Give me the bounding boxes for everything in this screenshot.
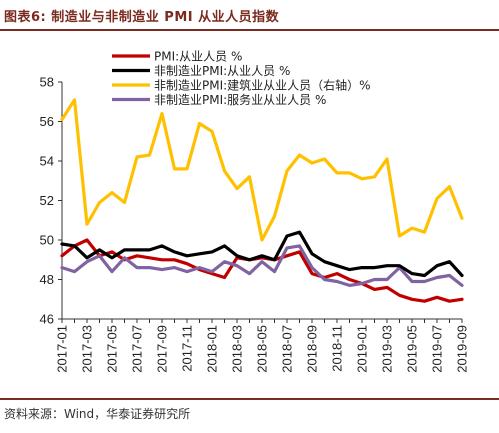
x-tick-label: 2017-11 — [180, 325, 195, 372]
source-divider — [0, 398, 499, 400]
legend-label-3: 非制造业PMI:服务业从业人员 % — [154, 92, 326, 107]
x-tick-label: 2019-09 — [455, 325, 470, 373]
series-line-2 — [60, 98, 464, 242]
series-lines — [60, 98, 464, 303]
y-tick-label: 58 — [40, 75, 54, 90]
legend-label-2: 非制造业PMI:建筑业从业人员（右轴）% — [154, 78, 371, 93]
x-tick-label: 2018-07 — [280, 325, 295, 373]
x-tick-label: 2018-01 — [205, 325, 220, 373]
x-tick-label: 2017-07 — [130, 325, 145, 373]
x-tick-label: 2017-05 — [105, 325, 120, 373]
x-tick-label: 2017-03 — [80, 325, 95, 373]
x-tick-label: 2017-01 — [55, 325, 70, 373]
x-tick-label: 2017-09 — [155, 325, 170, 373]
y-tick-label: 52 — [40, 193, 54, 208]
x-tick-label: 2019-01 — [355, 325, 370, 373]
legend-label-1: 非制造业PMI:从业人员 % — [154, 64, 290, 78]
y-tick-label: 46 — [40, 312, 54, 327]
legend: PMI:从业人员 %非制造业PMI:从业人员 %非制造业PMI:建筑业从业人员（… — [112, 50, 371, 107]
x-tick-label: 2018-03 — [230, 325, 245, 373]
title-divider — [0, 29, 499, 31]
y-tick-label: 56 — [40, 114, 54, 129]
x-tick-label: 2019-03 — [380, 325, 395, 373]
x-tick-label: 2019-05 — [405, 325, 420, 373]
series-line-3 — [60, 244, 464, 287]
axes: 46 48 50 52 54 56 58 2017-01 2017-03 2017-05 2017-… — [40, 75, 470, 373]
y-tick-label: 48 — [40, 272, 54, 287]
x-tick-label: 2019-07 — [430, 325, 445, 373]
y-tick-label: 54 — [40, 154, 54, 169]
series-line-0 — [60, 238, 464, 303]
x-tick-label: 2018-05 — [255, 325, 270, 373]
x-tick-label: 2018-09 — [305, 325, 320, 373]
figure-title: 图表6: 制造业与非制造业 PMI 从业人员指数 — [4, 10, 280, 25]
line-chart: 46 48 50 52 54 56 58 2017-01 2017-03 2017-05 2017-… — [40, 50, 470, 373]
series-line-1 — [60, 230, 464, 278]
source-note: 资料来源：Wind，华泰证券研究所 — [4, 407, 191, 421]
y-tick-label: 50 — [40, 233, 54, 248]
x-tick-label: 2018-11 — [330, 325, 345, 372]
legend-label-0: PMI:从业人员 % — [154, 50, 242, 64]
